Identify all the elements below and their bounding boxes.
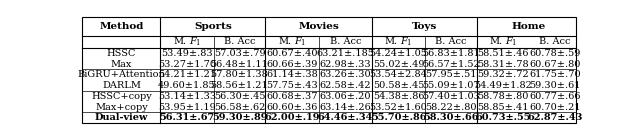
Text: 53.27±1.70: 53.27±1.70 (158, 60, 216, 69)
Text: 62.00±.19: 62.00±.19 (264, 113, 320, 122)
Text: 61.75±.70: 61.75±.70 (529, 70, 580, 79)
Text: Max: Max (111, 60, 132, 69)
Text: 57.40±1.03: 57.40±1.03 (422, 92, 480, 101)
Text: 49.60±1.85: 49.60±1.85 (158, 81, 216, 90)
Text: 62.98±.33: 62.98±.33 (319, 60, 371, 69)
Text: 58.30±.66: 58.30±.66 (423, 113, 479, 122)
Text: 57.03±.79: 57.03±.79 (214, 49, 266, 58)
Text: 56.57±1.52: 56.57±1.52 (422, 60, 480, 69)
Text: 59.30±.89: 59.30±.89 (212, 113, 268, 122)
Text: 56.83±1.81: 56.83±1.81 (422, 49, 480, 58)
Text: 59.32±.72: 59.32±.72 (477, 70, 529, 79)
Text: 56.48±1.11: 56.48±1.11 (211, 60, 268, 69)
Text: 58.56±1.21: 58.56±1.21 (211, 81, 268, 90)
Text: 53.49±.83: 53.49±.83 (161, 49, 213, 58)
Text: 53.52±1.60: 53.52±1.60 (370, 103, 428, 112)
Text: 58.31±.78: 58.31±.78 (477, 60, 529, 69)
Text: 60.68±.37: 60.68±.37 (266, 92, 318, 101)
Text: 53.54±2.84: 53.54±2.84 (369, 70, 428, 79)
Text: B. Acc: B. Acc (539, 37, 570, 46)
Text: HSSC+copy: HSSC+copy (91, 92, 152, 101)
Text: 57.95±.51: 57.95±.51 (425, 70, 477, 79)
Text: Movies: Movies (298, 22, 339, 31)
Text: 63.14±.26: 63.14±.26 (319, 103, 371, 112)
Text: 56.30±.45: 56.30±.45 (214, 92, 265, 101)
Text: 60.70±.21: 60.70±.21 (529, 103, 580, 112)
Text: B. Acc: B. Acc (435, 37, 467, 46)
Text: 58.51±.46: 58.51±.46 (477, 49, 529, 58)
Text: 54.49±1.82: 54.49±1.82 (474, 81, 532, 90)
Text: 54.21±1.21: 54.21±1.21 (158, 70, 216, 79)
Text: 55.09±1.07: 55.09±1.07 (422, 81, 480, 90)
Text: 54.38±.86: 54.38±.86 (372, 92, 424, 101)
Text: 60.77±.66: 60.77±.66 (529, 92, 580, 101)
Text: 55.02±.49: 55.02±.49 (372, 60, 424, 69)
Text: Dual-view: Dual-view (95, 113, 148, 122)
Text: Method: Method (99, 22, 143, 31)
Text: 63.06±.20: 63.06±.20 (319, 92, 371, 101)
Text: B. Acc: B. Acc (224, 37, 255, 46)
Text: BiGRU+Attention: BiGRU+Attention (77, 70, 165, 79)
Text: Max+copy: Max+copy (95, 103, 148, 112)
Text: 60.73±.55: 60.73±.55 (476, 113, 531, 122)
Text: 50.58±.45: 50.58±.45 (373, 81, 424, 90)
Text: 60.60±.36: 60.60±.36 (266, 103, 317, 112)
Text: 55.70±.86: 55.70±.86 (371, 113, 426, 122)
Text: M. $F_1$: M. $F_1$ (489, 36, 517, 48)
Text: 54.24±1.05: 54.24±1.05 (369, 49, 428, 58)
Text: 61.14±.38: 61.14±.38 (266, 70, 318, 79)
Text: 57.75±.43: 57.75±.43 (266, 81, 318, 90)
Text: 56.58±.62: 56.58±.62 (214, 103, 265, 112)
Text: 60.67±.80: 60.67±.80 (529, 60, 580, 69)
Text: 64.46±.34: 64.46±.34 (317, 113, 373, 122)
Text: M. $F_1$: M. $F_1$ (384, 36, 413, 48)
Text: 60.78±.59: 60.78±.59 (529, 49, 580, 58)
Text: 58.22±.80: 58.22±.80 (425, 103, 477, 112)
Text: 53.95±1.19: 53.95±1.19 (158, 103, 216, 112)
Text: 60.67±.40: 60.67±.40 (266, 49, 318, 58)
Text: 62.58±.42: 62.58±.42 (319, 81, 371, 90)
Text: B. Acc: B. Acc (330, 37, 361, 46)
Text: 58.85±.41: 58.85±.41 (477, 103, 529, 112)
Text: 62.87±.43: 62.87±.43 (527, 113, 582, 122)
Text: Toys: Toys (412, 22, 437, 31)
Text: 58.78±.80: 58.78±.80 (477, 92, 529, 101)
Text: Home: Home (511, 22, 546, 31)
Text: 53.14±1.33: 53.14±1.33 (158, 92, 216, 101)
Text: 59.30±.61: 59.30±.61 (529, 81, 580, 90)
Text: DARLM: DARLM (102, 81, 141, 90)
Text: 57.80±1.38: 57.80±1.38 (211, 70, 268, 79)
Text: M. $F_1$: M. $F_1$ (278, 36, 306, 48)
Text: 63.21±.185: 63.21±.185 (316, 49, 374, 58)
Text: M. $F_1$: M. $F_1$ (173, 36, 201, 48)
Text: 60.66±.39: 60.66±.39 (266, 60, 317, 69)
Text: 63.26±.30: 63.26±.30 (319, 70, 371, 79)
Text: 56.31±.67: 56.31±.67 (159, 113, 214, 122)
Text: HSSC: HSSC (107, 49, 136, 58)
Text: Sports: Sports (194, 22, 232, 31)
